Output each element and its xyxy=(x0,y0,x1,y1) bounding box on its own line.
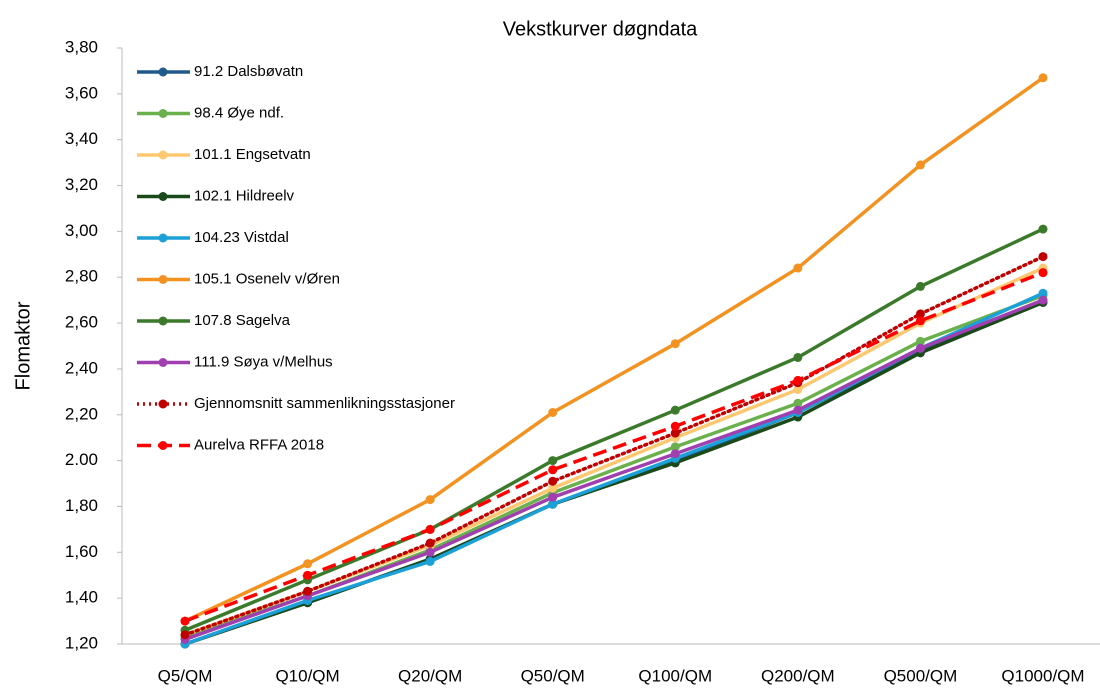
data-point xyxy=(793,375,803,385)
data-point xyxy=(915,343,925,353)
x-tick-label: Q500/QM xyxy=(884,666,958,685)
legend-marker xyxy=(158,316,168,326)
data-point xyxy=(670,449,680,459)
data-point xyxy=(548,476,558,486)
x-tick-label: Q5/QM xyxy=(158,666,213,685)
data-point xyxy=(425,547,435,557)
data-point xyxy=(915,316,925,326)
data-point xyxy=(1038,268,1048,278)
y-tick-label: 2,20 xyxy=(65,404,98,423)
data-point xyxy=(793,398,803,408)
legend-marker xyxy=(158,233,168,243)
data-point xyxy=(548,407,558,417)
data-point xyxy=(670,442,680,452)
y-tick-label: 2,60 xyxy=(65,313,98,332)
data-point xyxy=(1038,224,1048,234)
y-tick-label: 1,80 xyxy=(65,496,98,515)
x-tick-label: Q10/QM xyxy=(275,666,339,685)
x-tick-label: Q1000/QM xyxy=(1001,666,1084,685)
data-point xyxy=(670,339,680,349)
legend-label: 111.9 Søya v/Melhus xyxy=(194,353,333,370)
y-tick-label: 2.00 xyxy=(65,450,98,469)
legend-label: Aurelva RFFA 2018 xyxy=(194,436,324,453)
data-point xyxy=(793,385,803,395)
data-point xyxy=(425,538,435,548)
x-tick-label: Q200/QM xyxy=(761,666,835,685)
series-line xyxy=(183,254,1045,637)
chart-title: Vekstkurver døgndata xyxy=(503,18,698,40)
data-point xyxy=(425,556,435,566)
data-point xyxy=(793,352,803,362)
data-point xyxy=(303,570,313,580)
data-point xyxy=(1038,295,1048,305)
data-point xyxy=(670,428,680,438)
x-tick-label: Q100/QM xyxy=(638,666,712,685)
x-tick-label: Q20/QM xyxy=(398,666,462,685)
legend-marker xyxy=(158,441,168,450)
y-tick-label: 1,40 xyxy=(65,588,98,607)
legend-label: 91.2 Dalsbøvatn xyxy=(194,63,303,80)
data-point xyxy=(670,421,680,431)
series-line xyxy=(184,298,1044,642)
legend-label: 104.23 Vistdal xyxy=(194,229,289,246)
y-tick-label: 3,80 xyxy=(65,37,98,56)
y-tick-label: 3,20 xyxy=(65,175,98,194)
y-tick-label: 3,60 xyxy=(65,83,98,102)
data-point xyxy=(1038,252,1048,262)
data-point xyxy=(915,309,925,319)
legend-label: 102.1 Hildreelv xyxy=(194,187,295,204)
data-point xyxy=(180,630,190,640)
legend-label: 107.8 Sagelva xyxy=(194,312,291,329)
y-tick-label: 1,20 xyxy=(65,633,98,652)
legend-marker xyxy=(158,192,168,201)
data-point xyxy=(548,499,558,509)
legend-label: 101.1 Engsetvatn xyxy=(194,146,311,163)
y-axis-label: Flomaktor xyxy=(12,301,34,390)
data-point xyxy=(425,524,435,534)
data-point xyxy=(548,483,558,493)
legend-label: 105.1 Osenelv v/Øren xyxy=(194,270,340,287)
data-point xyxy=(670,405,680,415)
y-tick-label: 1,60 xyxy=(65,542,98,561)
legend-marker xyxy=(158,275,168,284)
data-point xyxy=(1038,73,1048,83)
legend-label: 98.4 Øye ndf. xyxy=(194,104,284,121)
data-point xyxy=(548,465,558,475)
data-point xyxy=(303,586,313,596)
legend-marker xyxy=(158,67,168,77)
data-point xyxy=(915,336,925,346)
data-point xyxy=(425,495,435,505)
data-point xyxy=(793,263,803,273)
legend-marker xyxy=(158,358,168,367)
x-tick-label: Q50/QM xyxy=(521,666,585,685)
legend-marker xyxy=(158,150,168,160)
legend-marker xyxy=(158,399,168,409)
series-line xyxy=(184,76,1045,623)
data-point xyxy=(548,492,558,502)
series-line xyxy=(184,271,1044,623)
data-point xyxy=(303,559,313,569)
legend-label: Gjennomsnitt sammenlikningsstasjoner xyxy=(194,395,455,412)
data-point xyxy=(915,281,925,291)
series-line xyxy=(184,293,1044,639)
data-point xyxy=(548,456,558,466)
legend-marker xyxy=(158,109,168,118)
y-tick-label: 2,80 xyxy=(65,267,98,286)
data-point xyxy=(793,405,803,415)
y-tick-label: 3,00 xyxy=(65,221,98,240)
data-point xyxy=(180,616,190,626)
data-point xyxy=(1038,288,1048,298)
series-line xyxy=(184,227,1044,632)
y-tick-label: 3,40 xyxy=(65,129,98,148)
y-tick-label: 2,40 xyxy=(65,358,98,377)
data-point xyxy=(915,160,925,170)
